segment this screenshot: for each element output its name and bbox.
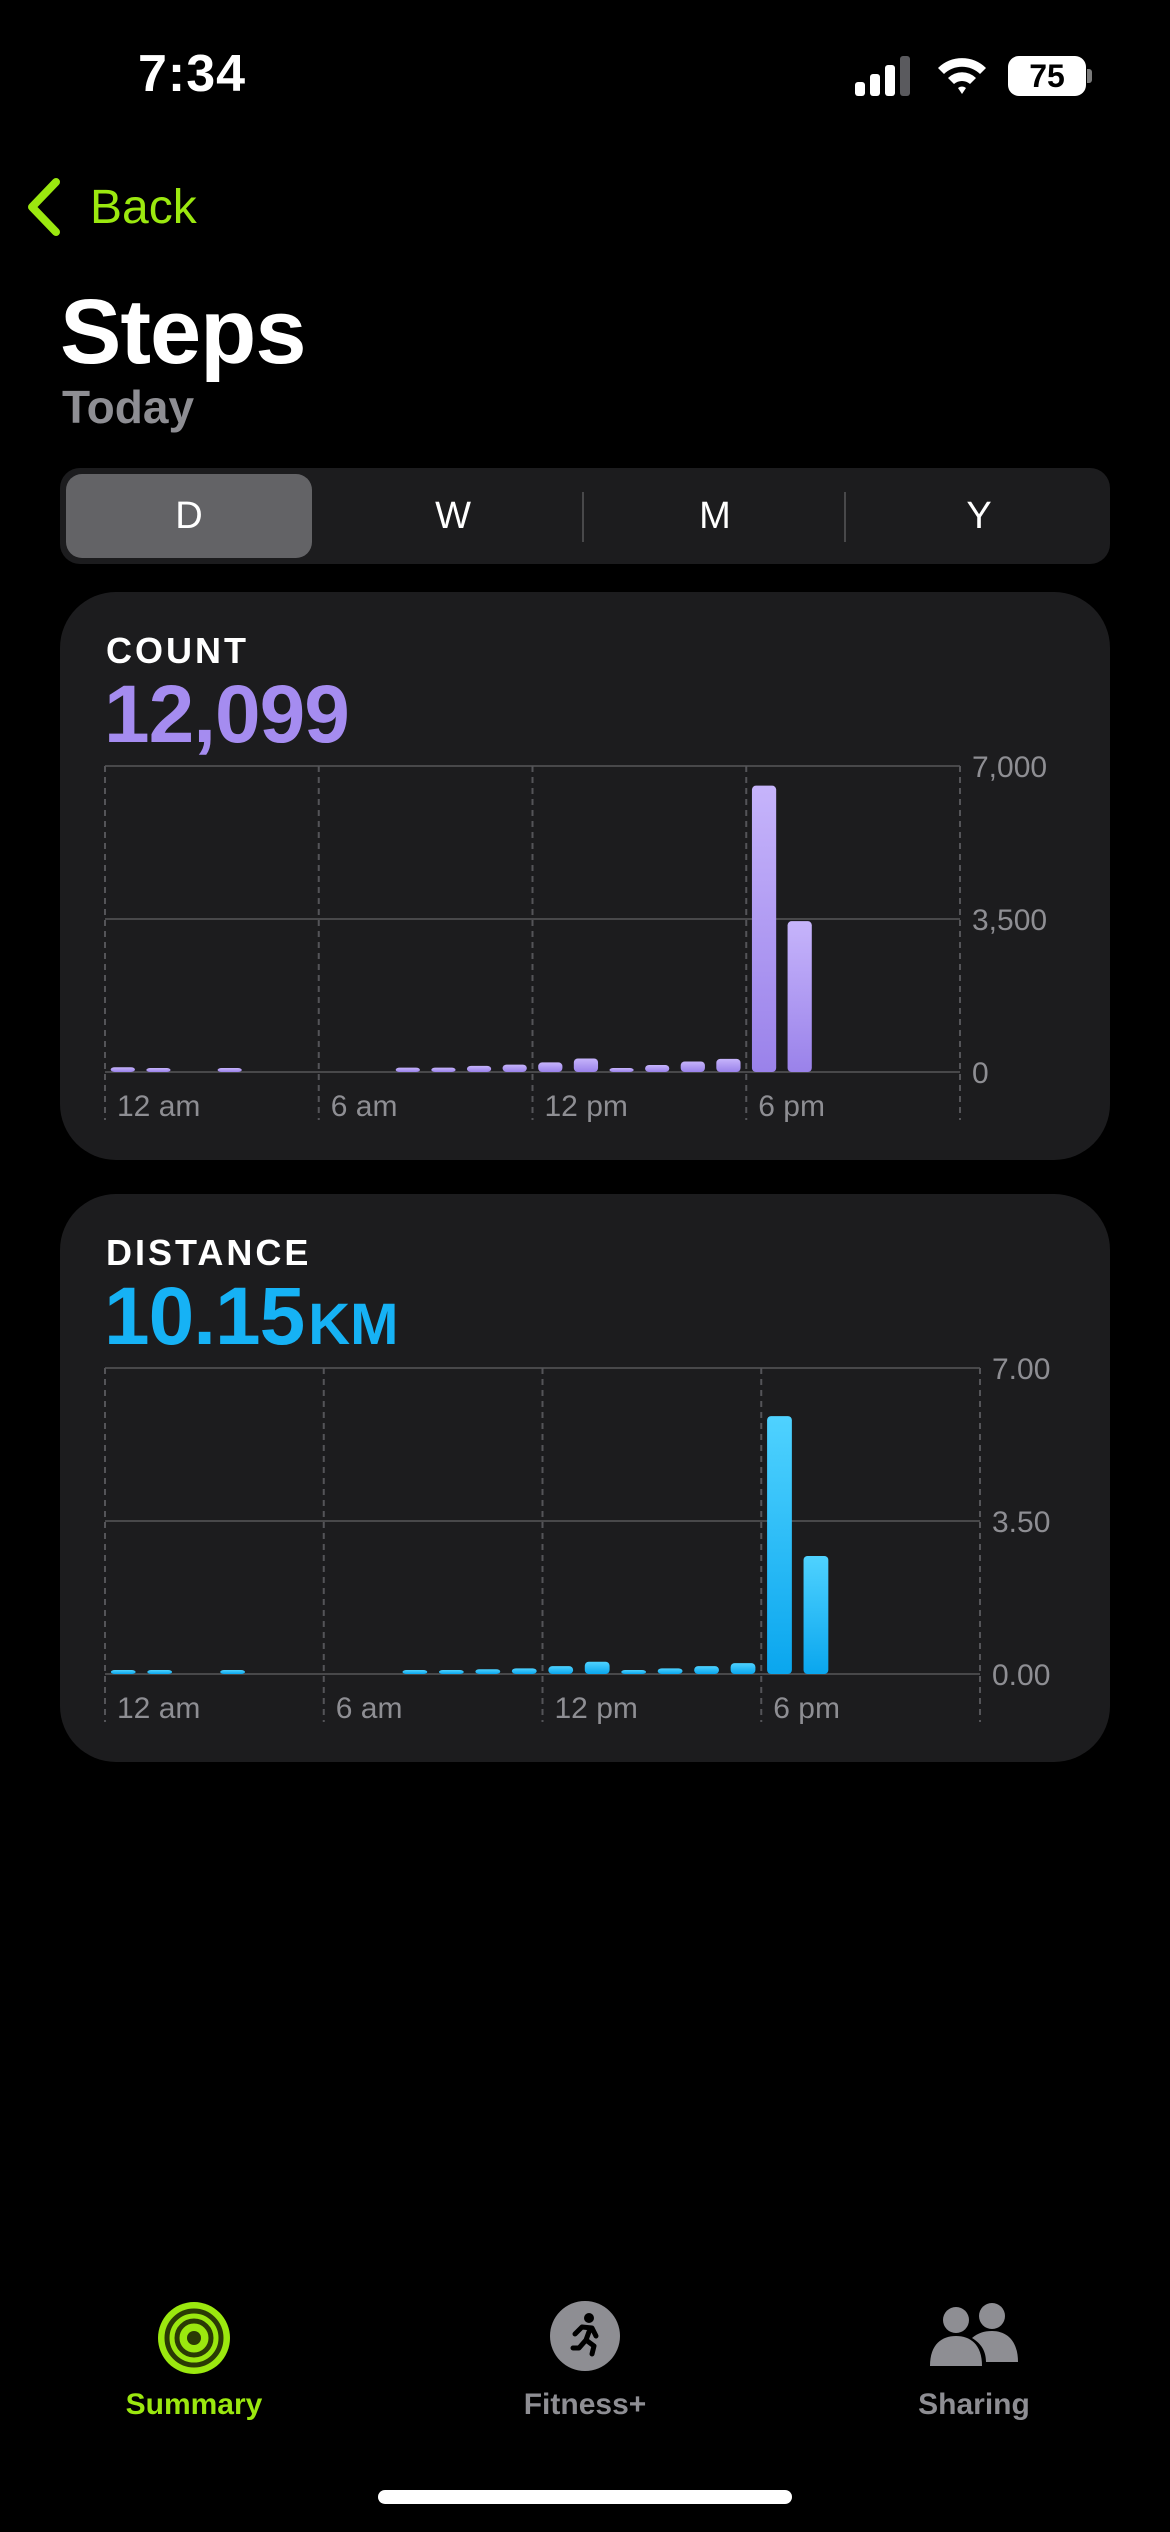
count-card[interactable]: COUNT 12,099 7,000 3,500 0 12 am 6 am 12 pm 6 … [60, 592, 1110, 1160]
bar [730, 1663, 756, 1674]
bar [584, 1661, 610, 1674]
segment-separator [844, 492, 846, 542]
bar [716, 1058, 741, 1072]
bar [787, 921, 812, 1072]
tab-sharing[interactable]: Sharing [844, 2270, 1104, 2470]
bar [803, 1555, 829, 1674]
y-tick-label: 3.50 [992, 1506, 1050, 1539]
status-time: 7:34 [138, 45, 247, 103]
bar [466, 1065, 492, 1072]
status-bar: 7:34 75 [0, 0, 1170, 150]
activity-rings-icon [158, 2302, 230, 2374]
bar [573, 1058, 599, 1072]
bar [146, 1068, 171, 1072]
segment-month[interactable]: M [699, 494, 731, 537]
distance-card[interactable]: DISTANCE 10.15KM 7.00 3.50 0.00 12 am 6 am 12… [60, 1194, 1110, 1762]
distance-value: 10.15KM [104, 1270, 398, 1364]
x-tick-label: 6 am [336, 1692, 403, 1725]
bar [680, 1061, 705, 1072]
bar [220, 1670, 245, 1674]
people-icon [930, 2303, 1018, 2366]
bar [217, 1068, 242, 1072]
tab-fitness-plus-label: Fitness+ [523, 2388, 647, 2421]
bar [147, 1670, 173, 1674]
tab-fitness-plus[interactable]: Fitness+ [455, 2270, 715, 2470]
battery-tip [1087, 69, 1092, 83]
tab-sharing-label: Sharing [918, 2388, 1030, 2421]
page-title: Steps [60, 281, 307, 383]
count-chart: 7,000 3,500 0 12 am 6 am 12 pm 6 pm [104, 751, 1047, 1123]
bar [751, 785, 777, 1072]
bar [645, 1065, 670, 1072]
bar [609, 1068, 634, 1072]
distance-unit: KM [308, 1292, 399, 1357]
x-tick-label: 12 am [117, 1692, 200, 1725]
x-tick-label: 12 am [117, 1090, 200, 1123]
x-tick-label: 12 pm [555, 1692, 638, 1725]
segment-week[interactable]: W [435, 494, 471, 537]
y-tick-label: 7,000 [972, 751, 1047, 784]
y-tick-label: 0 [972, 1057, 989, 1090]
bar [402, 1670, 428, 1674]
segment-year[interactable]: Y [966, 494, 992, 537]
bar [538, 1062, 563, 1072]
bar [657, 1668, 683, 1674]
count-value: 12,099 [104, 669, 350, 760]
page-subtitle: Today [62, 381, 195, 433]
x-tick-label: 6 am [331, 1090, 398, 1123]
bar [767, 1416, 792, 1674]
distance-card-label: DISTANCE [106, 1232, 312, 1273]
bar [395, 1067, 420, 1072]
segment-separator [582, 492, 584, 542]
period-segmented-control: D W M Y [60, 468, 1110, 564]
back-label: Back [90, 180, 197, 234]
y-tick-label: 3,500 [972, 904, 1047, 937]
bar [431, 1067, 456, 1072]
bar [621, 1670, 647, 1674]
segment-day[interactable]: D [66, 474, 312, 558]
bar [511, 1668, 537, 1674]
tab-summary[interactable]: Summary [64, 2270, 324, 2470]
y-tick-label: 7.00 [992, 1353, 1050, 1386]
x-tick-label: 6 pm [758, 1090, 825, 1123]
bar [110, 1670, 136, 1674]
battery-indicator: 75 [1008, 56, 1092, 96]
bar [110, 1067, 135, 1072]
x-tick-label: 12 pm [545, 1090, 628, 1123]
y-tick-label: 0.00 [992, 1659, 1050, 1692]
bar [475, 1669, 501, 1674]
count-card-label: COUNT [106, 630, 249, 671]
bar [502, 1064, 527, 1072]
home-indicator [378, 2490, 792, 2504]
cellular-signal-icon [855, 56, 910, 96]
distance-number: 10.15 [104, 1271, 305, 1362]
running-figure-icon [550, 2301, 620, 2371]
x-tick-label: 6 pm [773, 1692, 840, 1725]
battery-level: 75 [1008, 56, 1086, 96]
bar [548, 1666, 574, 1674]
bar [438, 1670, 464, 1674]
wifi-icon [938, 58, 986, 94]
tab-bar: Summary Fitness+ Sharing [0, 2270, 1170, 2532]
back-button[interactable]: Back [22, 172, 197, 242]
chevron-left-icon [28, 178, 60, 236]
bar [694, 1666, 719, 1674]
distance-chart: 7.00 3.50 0.00 12 am 6 am 12 pm 6 pm [104, 1353, 1050, 1725]
tab-summary-label: Summary [125, 2388, 263, 2421]
